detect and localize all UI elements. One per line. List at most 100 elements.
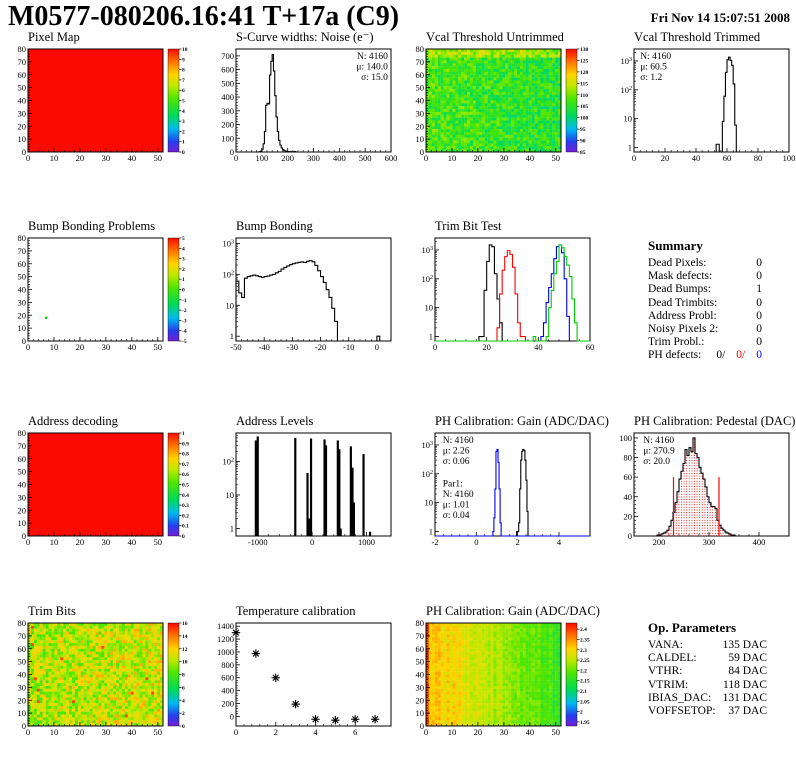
svg-text:0: 0 [26, 537, 30, 547]
svg-text:60: 60 [18, 259, 27, 269]
svg-text:0: 0 [26, 727, 30, 737]
svg-text:40: 40 [534, 342, 543, 352]
svg-text:0: 0 [474, 537, 478, 547]
svg-text:N: 4160: N: 4160 [443, 436, 474, 446]
svg-text:50: 50 [416, 83, 425, 93]
svg-text:100: 100 [619, 433, 632, 443]
svg-text:30: 30 [18, 297, 27, 307]
svg-text:400: 400 [753, 537, 766, 547]
svg-text:-30: -30 [287, 342, 298, 352]
svg-text:-4: -4 [182, 329, 187, 335]
svg-text:40: 40 [128, 727, 137, 737]
svg-text:30: 30 [18, 682, 27, 692]
svg-text:400: 400 [221, 686, 234, 696]
svg-text:400: 400 [333, 153, 346, 163]
svg-text:50: 50 [154, 342, 163, 352]
svg-text:300: 300 [221, 106, 234, 116]
svg-text:60: 60 [18, 644, 27, 654]
svg-text:30: 30 [18, 492, 27, 502]
svg-text:40: 40 [128, 342, 137, 352]
svg-text:100: 100 [580, 116, 589, 122]
svg-text:0: 0 [234, 153, 238, 163]
svg-text:50: 50 [18, 272, 27, 282]
pixel-map-heatmap: 0 10 20 30 40 50 0 10 20 30 40 50 60 70 80 0 1 2 3 4 5 6 7 8 9 10 [18, 44, 188, 163]
plot-title: PH Calibration: Gain (ADC/DAC) [426, 604, 600, 618]
svg-text:1: 1 [628, 143, 632, 153]
svg-text:0: 0 [182, 534, 185, 540]
svg-text:0: 0 [420, 147, 424, 157]
svg-text:20: 20 [18, 310, 27, 320]
svg-text:100: 100 [221, 133, 234, 143]
svg-text:40: 40 [416, 96, 425, 106]
plot-bump-bonding-problems: Bump Bonding Problems 0 10 20 30 40 50 0 10 20 30… [0, 220, 199, 370]
svg-text:600: 600 [221, 65, 234, 75]
panel-row: Trim Probl.: 0 [648, 336, 762, 349]
svg-text:4: 4 [313, 727, 318, 737]
plot-title: Address Levels [236, 414, 314, 428]
svg-text:102: 102 [421, 274, 433, 284]
svg-text:6: 6 [182, 88, 185, 94]
panel-row: Dead Bumps: 1 [648, 283, 762, 296]
svg-text:70: 70 [416, 57, 425, 67]
svg-text:102: 102 [222, 456, 234, 466]
svg-text:0.7: 0.7 [182, 462, 189, 468]
svg-text:0.5: 0.5 [182, 483, 189, 489]
svg-text:100: 100 [783, 153, 796, 163]
svg-text:0.3: 0.3 [182, 503, 189, 509]
panel-row: Dead Pixels: 0 [648, 257, 762, 269]
panel-row: Mask defects: 0 [648, 270, 762, 283]
plot-title: Bump Bonding Problems [28, 219, 156, 233]
trim-bits-heatmap: 0 10 20 30 40 50 0 10 20 30 40 50 60 70 80 0 2 4 6 8 10 12 14 1… [18, 618, 188, 737]
page-title: M0577-080206.16:41 T+17a (C9) [8, 1, 400, 32]
svg-text:7: 7 [182, 78, 185, 84]
svg-text:600: 600 [221, 673, 234, 683]
plot-bump-bonding: Bump Bonding -50 -40 -30 -20 -10 0 1 10 102 103 [199, 220, 398, 370]
svg-text:20: 20 [661, 153, 670, 163]
svg-text:60: 60 [624, 472, 633, 482]
svg-text:70: 70 [18, 246, 27, 256]
svg-text:50: 50 [154, 537, 163, 547]
svg-text:10: 10 [18, 134, 27, 144]
panel-row: Dead Trimbits: 0 [648, 296, 762, 309]
svg-text:Par1:: Par1: [443, 479, 463, 489]
panel-row: Noisy Pixels 2: 0 [648, 323, 762, 336]
panel-row: VANA: 135 DAC [648, 639, 767, 651]
plot-ph-gain-map: PH Calibration: Gain (ADC/DAC) 0 10 20 30 40… [398, 604, 600, 755]
plot-vcal-threshold-trimmed: Vcal Threshold Trimmed 0 20 40 60 80 100 1 10 10… [597, 31, 796, 181]
summary-panel: Summary Dead Pixels: 0 Mask defects: 0 Dead … [597, 220, 796, 388]
svg-text:30: 30 [500, 153, 509, 163]
svg-text:80: 80 [18, 618, 27, 628]
svg-text:5: 5 [182, 236, 185, 242]
svg-text:80: 80 [624, 453, 633, 463]
svg-text:1000: 1000 [358, 537, 375, 547]
svg-text:8: 8 [182, 68, 185, 74]
svg-text:102: 102 [620, 85, 632, 95]
svg-text:12: 12 [182, 647, 188, 653]
svg-text:80: 80 [18, 428, 27, 438]
svg-text:20: 20 [18, 505, 27, 515]
svg-text:0: 0 [26, 342, 30, 352]
svg-text:0.6: 0.6 [182, 472, 189, 478]
plot-scurve-noise: S-Curve widths: Noise (e⁻) 0 100 200 300 400… [199, 31, 398, 181]
svg-text:10: 10 [50, 727, 59, 737]
bump-bonding-histogram: -50 -40 -30 -20 -10 0 1 10 102 103 [222, 237, 392, 352]
svg-text:110: 110 [580, 93, 588, 99]
panel-row: IBIAS_DAC: 131 DAC [648, 691, 767, 704]
panel-row: CALDEL: 59 DAC [648, 652, 767, 665]
svg-text:-3: -3 [182, 318, 187, 324]
ph-gain-heatmap: 0 10 20 30 40 50010203040506070801.9522.052.1… [416, 618, 590, 737]
svg-text:200: 200 [221, 120, 234, 130]
svg-text:500: 500 [221, 78, 234, 88]
svg-text:40: 40 [128, 537, 137, 547]
svg-text:20: 20 [624, 511, 633, 521]
svg-text:10: 10 [416, 134, 425, 144]
svg-text:102: 102 [421, 469, 433, 479]
svg-text:0: 0 [22, 531, 26, 541]
svg-text:30: 30 [102, 342, 111, 352]
timestamp: Fri Nov 14 15:07:51 2008 [650, 10, 790, 25]
svg-text:10: 10 [182, 47, 188, 53]
plot-address-decoding: Address decoding 0 10 20 30 40 50 0 10 20 30 40 50 6… [0, 415, 199, 565]
svg-text:10: 10 [50, 153, 59, 163]
plot-title: S-Curve widths: Noise (e⁻) [236, 30, 374, 44]
